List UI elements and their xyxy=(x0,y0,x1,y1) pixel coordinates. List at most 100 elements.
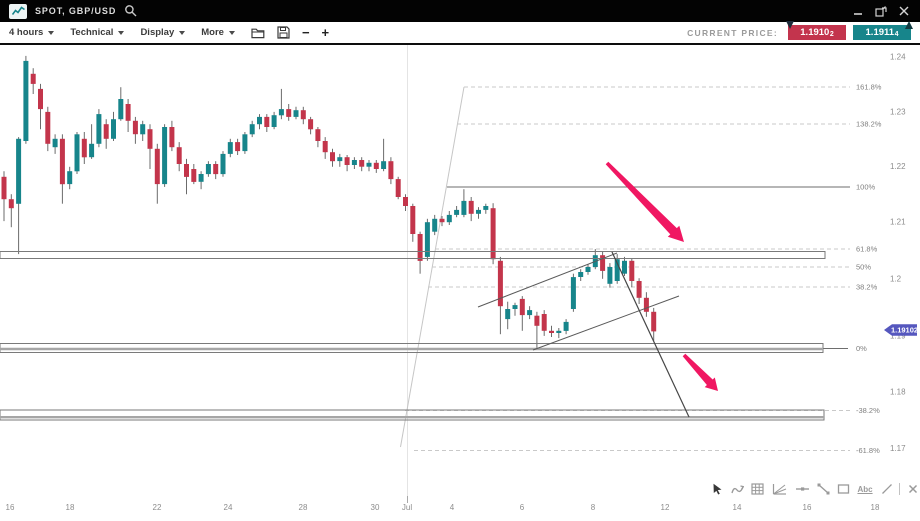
ask-price-pip: 4 xyxy=(894,31,899,38)
candle-body xyxy=(322,141,328,153)
candle-body xyxy=(235,142,241,152)
more-dropdown[interactable]: More xyxy=(201,27,235,38)
fib-label: -61.8% xyxy=(856,446,880,455)
candle-body xyxy=(81,138,87,158)
date-axis-label: 14 xyxy=(733,503,742,512)
horizontal-line-tool-icon[interactable] xyxy=(793,482,811,497)
candle-body xyxy=(103,124,109,139)
candle-body xyxy=(242,134,248,152)
polyline-tool-icon[interactable] xyxy=(730,482,745,497)
candle-body xyxy=(140,124,146,135)
trend-line-tool-icon[interactable] xyxy=(816,482,831,497)
candle-body xyxy=(351,160,357,165)
close-icon[interactable] xyxy=(897,4,911,18)
candle-body xyxy=(585,267,591,272)
date-axis-label: 6 xyxy=(520,503,525,512)
candle-body xyxy=(549,330,554,333)
candle-body xyxy=(286,109,292,117)
date-axis-label: 22 xyxy=(153,503,162,512)
candle-body xyxy=(330,152,335,162)
candle-body xyxy=(308,119,314,130)
candle-body xyxy=(132,120,138,135)
trend-fan-tool-icon[interactable] xyxy=(770,482,788,497)
price-axis-label: 1.2 xyxy=(890,275,902,284)
fib-label: 100% xyxy=(856,183,876,192)
price-zone xyxy=(0,251,826,259)
candle-body xyxy=(403,197,408,206)
candle-body xyxy=(570,277,576,309)
breakdown-line xyxy=(611,251,690,418)
search-icon[interactable] xyxy=(124,4,138,18)
candle-body xyxy=(147,129,153,149)
toolbar-divider xyxy=(899,483,900,495)
candle-body xyxy=(614,259,620,281)
cursor-tool-icon[interactable] xyxy=(710,482,725,497)
zoom-in-button[interactable]: + xyxy=(321,25,330,40)
candle-body xyxy=(563,321,569,331)
fib-label: 138.2% xyxy=(856,120,882,129)
candle-body xyxy=(556,330,562,333)
fib-grid-tool-icon[interactable] xyxy=(750,482,765,497)
minimize-icon[interactable] xyxy=(851,4,865,18)
candle-body xyxy=(16,138,22,204)
technical-dropdown[interactable]: Technical xyxy=(70,27,125,38)
display-dropdown[interactable]: Display xyxy=(140,27,186,38)
save-icon[interactable] xyxy=(277,26,290,39)
candle-body xyxy=(337,157,343,162)
title-bar: SPOT, GBP/USD xyxy=(0,0,920,22)
candle-body xyxy=(264,116,270,127)
price-axis-label: 1.18 xyxy=(890,388,906,397)
candle-body xyxy=(483,206,489,210)
candle-body xyxy=(454,209,460,215)
main-toolbar: 4 hours Technical Display More − + CURRE… xyxy=(0,21,920,45)
chevron-down-icon xyxy=(179,30,186,35)
current-price-tag-label: 1.19102 xyxy=(891,326,918,335)
price-chart-canvas[interactable]: 161.8% 138.2% 100% 61.8% 50% 38.2% 0% -38.2% -61… xyxy=(0,45,920,520)
candle-body xyxy=(169,127,175,148)
chart-area: 161.8% 138.2% 100% 61.8% 50% 38.2% 0% -38.2% -61… xyxy=(0,45,920,520)
fib-label: 161.8% xyxy=(856,83,882,92)
candle-body xyxy=(315,129,321,141)
candle-body xyxy=(629,260,635,281)
candle-body xyxy=(176,147,182,164)
candle-body xyxy=(600,255,606,271)
timeframe-dropdown[interactable]: 4 hours xyxy=(9,27,55,38)
ray-tool-icon[interactable] xyxy=(879,482,894,497)
text-tool-icon[interactable]: Abc xyxy=(856,482,874,497)
date-axis-label: 24 xyxy=(224,503,233,512)
candle-body xyxy=(23,60,29,141)
technical-label: Technical xyxy=(70,27,114,38)
candle-body xyxy=(607,267,613,284)
candle-body xyxy=(395,179,401,197)
candle-body xyxy=(468,200,474,214)
delete-tool-icon[interactable] xyxy=(905,482,920,497)
ask-price-badge: 1.1911 4 xyxy=(853,21,913,40)
price-axis-label: 1.24 xyxy=(890,53,906,62)
date-axis-label: 30 xyxy=(371,503,380,512)
price-axis-label: 1.17 xyxy=(890,444,906,453)
bid-price-badge: 1.1910 2 xyxy=(786,21,846,40)
restore-icon[interactable] xyxy=(874,4,888,18)
fib-label: 38.2% xyxy=(856,283,878,292)
current-price-panel: CURRENT PRICE: 1.1910 2 1.1911 4 xyxy=(687,21,913,40)
candle-body xyxy=(118,99,124,120)
fib-label: 50% xyxy=(856,263,871,272)
candle-body xyxy=(366,162,372,167)
candle-body xyxy=(578,272,584,277)
open-folder-icon[interactable] xyxy=(251,27,265,39)
down-trend-arrow xyxy=(605,161,684,242)
candle-body xyxy=(432,218,438,232)
candle-body xyxy=(490,208,496,260)
display-label: Display xyxy=(140,27,175,38)
candle-body xyxy=(271,115,277,127)
text-tool-label: Abc xyxy=(857,484,873,494)
candle-body xyxy=(59,138,65,185)
candle-body xyxy=(38,88,43,110)
window-title: SPOT, GBP/USD xyxy=(35,6,117,16)
candle-body xyxy=(622,260,627,274)
candle-body xyxy=(257,116,262,125)
zoom-out-button[interactable]: − xyxy=(301,25,310,40)
price-axis-label: 1.22 xyxy=(890,162,906,171)
rectangle-tool-icon[interactable] xyxy=(836,482,851,497)
candle-body xyxy=(359,160,365,167)
